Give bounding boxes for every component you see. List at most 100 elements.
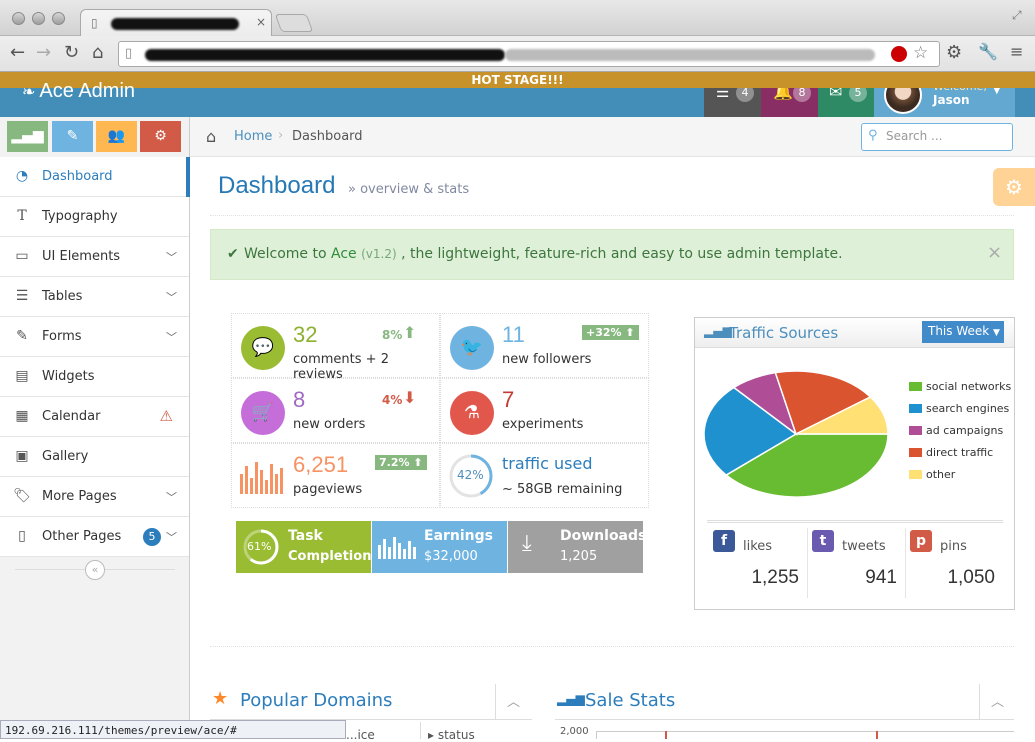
- star-icon[interactable]: ☆: [913, 43, 929, 63]
- menu-icon[interactable]: ≡: [1010, 42, 1024, 61]
- widget-title: Popular Domains: [240, 690, 393, 711]
- sidebar-item-dashboard[interactable]: ◔ Dashboard: [0, 157, 189, 197]
- breadcrumb-home[interactable]: Home: [234, 129, 273, 144]
- earnings-button[interactable]: Earnings $32,000: [372, 521, 507, 573]
- gear-icon: ⚙: [1005, 175, 1023, 199]
- legend-item: other: [909, 468, 955, 481]
- task-completion-button[interactable]: 61% Task Completion: [236, 521, 371, 573]
- blocked-icon[interactable]: [891, 46, 907, 62]
- arrow-up-icon: ⬆: [625, 326, 635, 339]
- breadcrumb-current: Dashboard: [292, 129, 363, 144]
- sidebar-item-widgets[interactable]: ▤ Widgets: [0, 357, 189, 397]
- page-subtitle: » overview & stats: [348, 182, 470, 197]
- pins-stat: p pins 1,050: [905, 528, 1003, 598]
- legend-swatch: [909, 470, 922, 479]
- sidebar-item-typography[interactable]: T Typography: [0, 197, 189, 237]
- legend-item: social networks: [909, 380, 1011, 393]
- legend-label: direct traffic: [926, 446, 994, 459]
- chevron-down-icon: ﹀: [166, 291, 177, 304]
- home-icon[interactable]: ⌂: [92, 42, 104, 63]
- forward-icon[interactable]: →: [36, 42, 52, 63]
- chevron-up-icon[interactable]: ︿: [991, 695, 1005, 710]
- alert-version: (v1.2): [361, 247, 397, 261]
- close-icon[interactable]: ×: [987, 242, 1003, 263]
- downloads-value: 1,205: [560, 549, 598, 564]
- brand-logo[interactable]: ❧ Ace Admin: [22, 80, 136, 102]
- active-indicator: [186, 157, 190, 197]
- downloads-button[interactable]: ⤓ Downloads 1,205: [508, 521, 647, 573]
- legend-swatch: [909, 426, 922, 435]
- shortcut-signal[interactable]: ▂▄▆: [7, 121, 48, 152]
- sidebar-item-label: Other Pages: [42, 529, 122, 544]
- social-label: likes: [743, 539, 773, 554]
- back-icon[interactable]: ←: [10, 42, 26, 63]
- sidebar-item-label: UI Elements: [42, 249, 121, 264]
- social-value: 1,255: [751, 567, 799, 588]
- comments-icon: 💬: [241, 326, 285, 370]
- arrow-up-icon: ⬆: [403, 323, 417, 342]
- popular-domains-header: ★ Popular Domains ︿: [210, 684, 532, 720]
- sidebar-item-calendar[interactable]: ▦ Calendar ⚠: [0, 397, 189, 437]
- table-divider: [420, 722, 421, 739]
- settings-button[interactable]: ⚙: [993, 168, 1035, 206]
- file-icon: ▯: [18, 528, 26, 544]
- pie-slice-direct-traffic: [774, 370, 872, 436]
- chevron-up-icon[interactable]: ︿: [507, 695, 521, 710]
- fullscreen-icon[interactable]: ⤢: [1012, 8, 1022, 22]
- gear-icon[interactable]: ⚙: [946, 42, 963, 63]
- sidebar-item-gallery[interactable]: ▣ Gallery: [0, 437, 189, 477]
- close-window-button[interactable]: [12, 12, 25, 25]
- warning-icon: ⚠: [159, 407, 173, 425]
- traffic-sources-widget: ▂▄▆ Traffic Sources This Week ▼ social n…: [694, 317, 1015, 610]
- task-label: Task: [288, 528, 323, 544]
- sidebar-item-forms[interactable]: ✎ Forms ﹀: [0, 317, 189, 357]
- downloads-label: Downloads: [560, 528, 647, 544]
- browser-titlebar: ▯ × ⤢: [0, 0, 1035, 37]
- sale-chart-frame: [596, 731, 1014, 739]
- stat-label: experiments: [502, 417, 584, 432]
- stat-label: ~ 58GB remaining: [502, 482, 623, 497]
- twitter-icon: t: [812, 530, 834, 552]
- chevron-down-icon: ▼: [993, 328, 1000, 338]
- toolbar-divider: [495, 684, 496, 720]
- text-icon: T: [17, 208, 27, 224]
- reload-icon[interactable]: ↻: [64, 42, 80, 63]
- shortcut-group[interactable]: 👥: [96, 121, 137, 152]
- zoom-window-button[interactable]: [52, 12, 65, 25]
- stat-label: new orders: [293, 417, 366, 432]
- table-header-status-label: status: [437, 728, 475, 742]
- period-dropdown[interactable]: This Week ▼: [922, 321, 1004, 343]
- sidebar-item-tables[interactable]: ☰ Tables ﹀: [0, 277, 189, 317]
- wrench-icon[interactable]: 🔧: [978, 42, 998, 61]
- sidebar-item-other-pages[interactable]: ▯ Other Pages 5 ﹀: [0, 517, 189, 557]
- shortcut-pencil[interactable]: ✎: [52, 121, 93, 152]
- edit-icon: ✎: [16, 328, 28, 344]
- new-tab-button[interactable]: [274, 14, 314, 32]
- sidebar-item-label: Widgets: [42, 369, 95, 384]
- star-icon: ★: [212, 688, 229, 709]
- sidebar-item-ui-elements[interactable]: ▭ UI Elements ﹀: [0, 237, 189, 277]
- address-bar[interactable]: ▯ ☆: [118, 41, 940, 67]
- period-label: This Week: [928, 324, 990, 338]
- leaf-icon: ❧: [22, 84, 36, 101]
- legend-item: ad campaigns: [909, 424, 1003, 437]
- task-percent: 61%: [247, 540, 272, 553]
- collapse-sidebar-icon[interactable]: «: [85, 560, 105, 580]
- close-tab-icon[interactable]: ×: [256, 15, 267, 29]
- traffic-progress-ring: [449, 454, 493, 498]
- sidebar-item-more-pages[interactable]: 🏷 More Pages ﹀: [0, 477, 189, 517]
- search-input[interactable]: ⚲ Search ...: [861, 123, 1013, 151]
- task-ring-arc: [243, 529, 279, 565]
- welcome-alert: ✔ Welcome to Ace (v1.2) , the lightweigh…: [210, 229, 1014, 280]
- shortcut-cogs[interactable]: ⚙: [140, 121, 181, 152]
- search-icon: ⚲: [868, 128, 878, 143]
- minimize-window-button[interactable]: [32, 12, 45, 25]
- arrow-up-icon: ⬆: [413, 456, 423, 469]
- stat-orders: 🛒 8 new orders 4% ⬇: [231, 378, 440, 443]
- browser-tab[interactable]: ▯ ×: [80, 9, 272, 37]
- sale-chart-line: [665, 731, 667, 739]
- tweets-stat: t tweets 941: [807, 528, 905, 598]
- desktop-icon: ▭: [15, 248, 29, 264]
- legend-swatch: [909, 404, 922, 413]
- bar-chart-icon: [378, 537, 416, 559]
